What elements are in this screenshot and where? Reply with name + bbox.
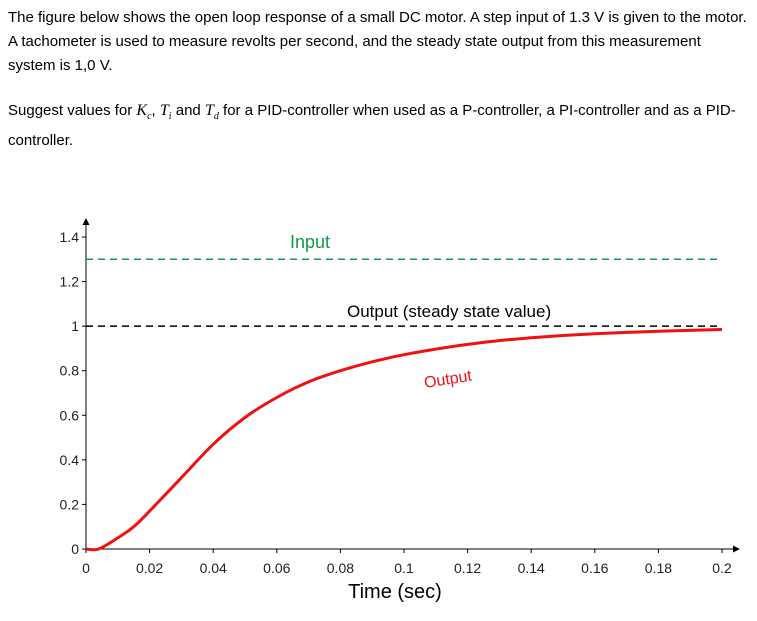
y-tick-label: 0.8 — [60, 363, 80, 379]
td-letter: T — [204, 102, 214, 119]
intro-paragraph: The figure below shows the open loop res… — [8, 9, 747, 74]
y-tick-label: 0 — [71, 541, 79, 557]
x-tick-label: 0.16 — [581, 560, 608, 576]
x-axis-arrow — [733, 545, 740, 553]
y-tick-label: 0.2 — [60, 496, 80, 512]
input-annotation: Input — [290, 232, 330, 252]
steady-state-annotation: Output (steady state value) — [347, 302, 551, 321]
y-tick-label: 1 — [71, 318, 79, 334]
y-axis-arrow — [82, 218, 90, 225]
ti-subscript: i — [168, 111, 172, 123]
x-tick-label: 0.06 — [263, 560, 290, 576]
question-paragraph: Suggest values for Kc, Ti and Td for a P… — [8, 99, 748, 153]
ti-symbol: Ti — [159, 102, 172, 123]
x-tick-label: 0.04 — [200, 560, 227, 576]
output-annotation: Output — [423, 368, 474, 392]
x-tick-label: 0.14 — [518, 560, 545, 576]
step-response-figure: 0 0.02 0.04 0.06 0.08 0.1 0.12 0.14 0.16 0.18 0.2 0… — [0, 200, 757, 616]
td-symbol: Td — [204, 102, 219, 123]
kc-letter: K — [136, 102, 148, 119]
output-line — [85, 328, 723, 552]
x-tick-label: 0.18 — [645, 560, 672, 576]
x-tick-label: 0.1 — [394, 560, 414, 576]
step-response-chart: 0 0.02 0.04 0.06 0.08 0.1 0.12 0.14 0.16 0.18 0.2 0… — [60, 218, 740, 603]
x-axis-label: Time (sec) — [348, 581, 442, 603]
question-text-before: Suggest values for — [8, 102, 137, 119]
td-subscript: d — [213, 111, 219, 123]
y-tick-label: 0.4 — [60, 452, 80, 468]
ti-letter: T — [159, 102, 169, 119]
x-tick-label: 0 — [82, 560, 90, 576]
x-tick-label: 0.08 — [327, 560, 354, 576]
kc-symbol: Kc — [136, 102, 152, 123]
x-tick-label: 0.12 — [454, 560, 481, 576]
y-tick-label: 0.6 — [60, 407, 80, 423]
chart-marks: 0 0.02 0.04 0.06 0.08 0.1 0.12 0.14 0.16 0.18 0.2 0… — [60, 218, 740, 576]
y-tick-label: 1.4 — [60, 229, 80, 245]
kc-subscript: c — [147, 111, 152, 123]
y-tick-label: 1.2 — [60, 274, 80, 290]
question-separator-1: , — [151, 102, 160, 119]
x-tick-label: 0.2 — [712, 560, 732, 576]
question-separator-2: and — [171, 102, 205, 119]
question-text-after: for a PID-controller when used as a P-co… — [8, 102, 736, 150]
x-tick-label: 0.02 — [136, 560, 163, 576]
